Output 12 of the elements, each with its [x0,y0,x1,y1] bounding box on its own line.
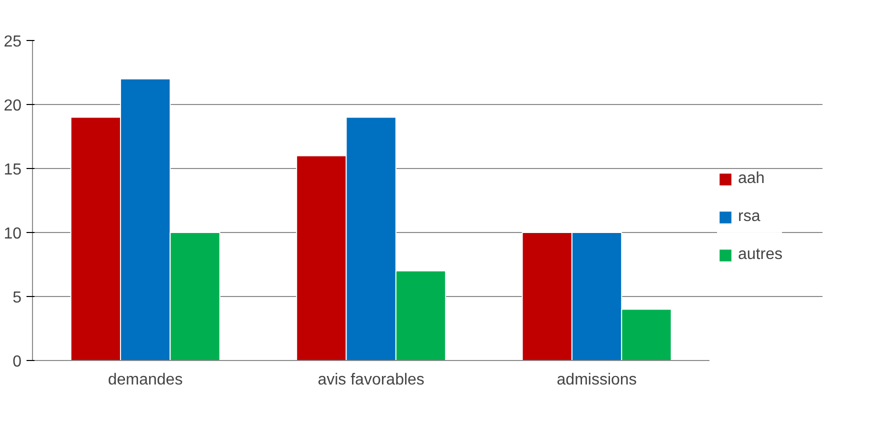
x-tick-label: admissions [556,372,637,388]
legend-label: rsa [738,208,760,226]
y-tick-label: 10 [4,226,22,242]
y-tick-label: 25 [4,34,22,50]
x-tick-label: demandes [108,372,183,388]
y-tick-label: 20 [4,98,22,114]
legend-label: aah [738,170,765,188]
y-tick-label: 15 [4,162,22,178]
legend-label: autres [738,246,782,264]
y-tick-label: 5 [12,290,22,306]
x-tick-label: avis favorables [318,372,424,388]
y-tick-label: 0 [12,354,22,370]
